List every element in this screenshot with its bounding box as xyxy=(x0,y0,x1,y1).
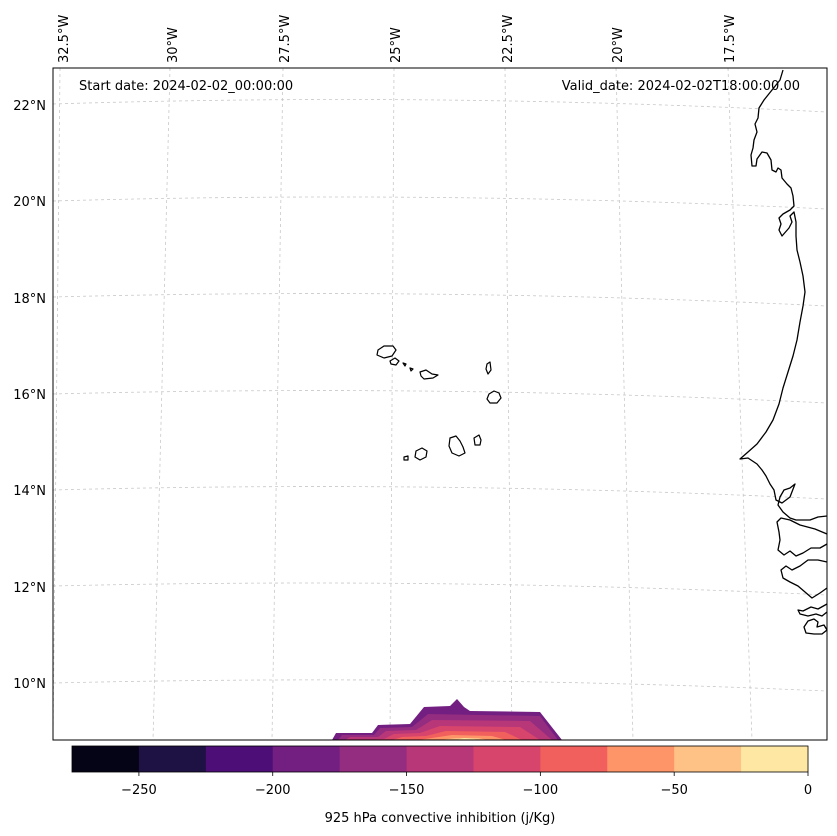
lon-label: 32.5°W xyxy=(57,15,72,63)
colorbar-swatch xyxy=(674,746,742,772)
lat-label: 18°N xyxy=(13,292,46,307)
colorbar-tick-label: 0 xyxy=(804,783,812,798)
lon-label: 30°W xyxy=(166,27,181,63)
colorbar-swatch xyxy=(406,746,474,772)
lon-label: 27.5°W xyxy=(278,15,293,63)
colorbar-swatch xyxy=(272,746,341,772)
colorbar-swatch xyxy=(72,746,140,772)
latitude-labels: 22°N 20°N 18°N 16°N 14°N 12°N 10°N xyxy=(13,99,46,692)
lat-label: 22°N xyxy=(13,99,46,114)
lat-label: 20°N xyxy=(13,195,46,210)
colorbar-swatch xyxy=(473,746,541,772)
colorbar-swatch xyxy=(607,746,675,772)
longitude-labels: 32.5°W 30°W 27.5°W 25°W 22.5°W 20°W 17.5… xyxy=(57,15,738,63)
cape-verde-islands xyxy=(376,345,502,461)
lat-label: 14°N xyxy=(13,484,46,499)
colorbar-swatch xyxy=(339,746,408,772)
gridlines xyxy=(52,67,828,741)
colorbar-swatches xyxy=(72,746,809,772)
colorbar: −250 −200 −150 −100 −50 0 925 hPa convec… xyxy=(71,745,812,826)
colorbar-tick-label: −100 xyxy=(523,783,559,798)
colorbar-tick-label: −50 xyxy=(660,783,687,798)
colorbar-swatch xyxy=(741,746,809,772)
african-coastline xyxy=(739,69,828,635)
lat-label: 16°N xyxy=(13,388,46,403)
colorbar-ticks xyxy=(138,772,809,776)
valid-date-label: Valid_date: 2024-02-02T18:00:00.00 xyxy=(562,79,800,94)
map-frame xyxy=(52,67,828,741)
lon-label: 22.5°W xyxy=(501,15,516,63)
colorbar-frame xyxy=(71,745,809,773)
start-date-label: Start date: 2024-02-02_00:00:00 xyxy=(79,79,293,94)
lon-label: 20°W xyxy=(611,27,626,63)
colorbar-tick-label: −250 xyxy=(121,783,157,798)
lon-label: 17.5°W xyxy=(723,15,738,63)
cin-contours xyxy=(332,699,562,740)
colorbar-label: 925 hPa convective inhibition (j/Kg) xyxy=(325,811,556,826)
colorbar-swatch xyxy=(205,746,274,772)
colorbar-swatch xyxy=(540,746,608,772)
lon-label: 25°W xyxy=(389,27,404,63)
lat-label: 12°N xyxy=(13,581,46,596)
colorbar-tick-label: −200 xyxy=(255,783,291,798)
colorbar-swatch xyxy=(138,746,207,772)
colorbar-tick-label: −150 xyxy=(389,783,425,798)
lat-label: 10°N xyxy=(13,677,46,692)
